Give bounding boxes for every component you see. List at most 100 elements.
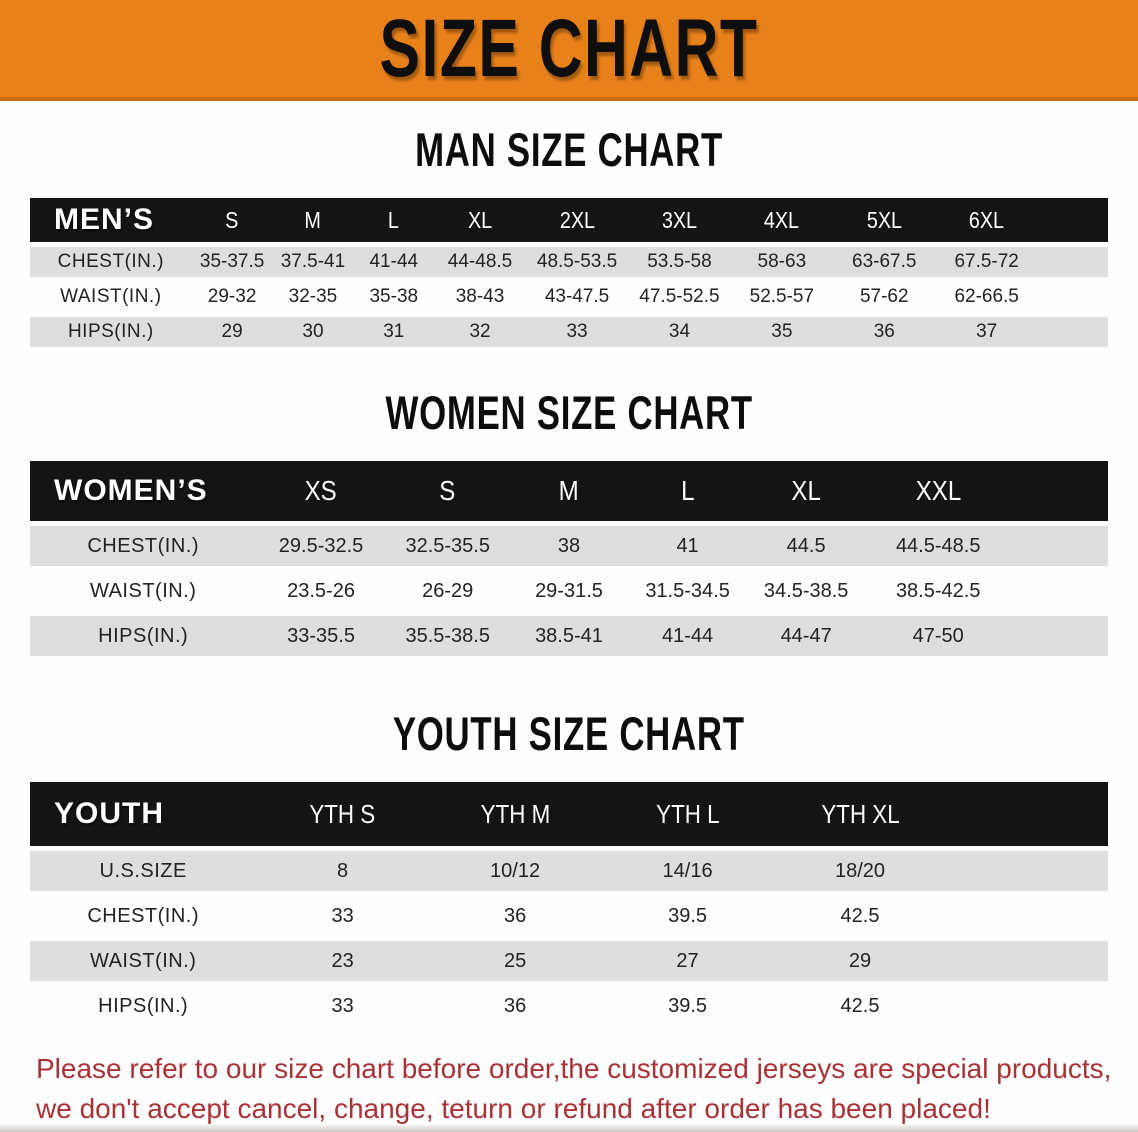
- size-cell: 38-43: [455, 286, 505, 307]
- size-cell: 44.5: [746, 526, 866, 566]
- column-header: M: [509, 461, 629, 521]
- row-label: CHEST(IN.): [30, 247, 192, 277]
- size-cell: 32.5-35.5: [385, 526, 510, 566]
- size-cell: 29-31.5: [535, 579, 603, 602]
- column-header-text: M: [304, 206, 322, 233]
- filler-cell: [1010, 526, 1108, 566]
- size-cell: 34.5-38.5: [763, 579, 849, 602]
- size-cell: 25: [428, 941, 602, 981]
- column-header-text: XS: [304, 475, 338, 506]
- table-row: HIPS(IN.) 29 30 31 32 33 34 35 36 37: [30, 317, 1108, 347]
- row-label: HIPS(IN.): [30, 317, 192, 347]
- column-header-text: XL: [791, 475, 821, 506]
- size-cell: 63-67.5: [833, 247, 936, 277]
- mens-table-corner: MEN’S: [30, 198, 192, 242]
- womens-table-label: WOMEN’S: [54, 474, 208, 507]
- filler-cell: [1011, 571, 1108, 611]
- column-header: 6XL: [935, 198, 1038, 242]
- table-row: WAIST(IN.) 23.5-26 26-29 29-31.5 31.5-34…: [30, 571, 1108, 611]
- row-label: WAIST(IN.): [30, 941, 257, 981]
- size-cell: 29-32: [207, 286, 257, 307]
- column-header-text: YTH XL: [820, 798, 900, 829]
- man-section-heading-text: MAN SIZE CHART: [415, 123, 723, 176]
- size-cell: 62-66.5: [954, 286, 1019, 307]
- column-header: S: [191, 198, 273, 242]
- size-cell: 57-62: [859, 286, 909, 307]
- column-header: XL: [746, 461, 866, 521]
- column-header: 5XL: [833, 198, 936, 242]
- women-size-section: WOMEN SIZE CHART WOMEN’S XS S M L XL XXL: [0, 388, 1138, 661]
- filler-cell: [1010, 461, 1108, 521]
- banner: SIZE CHART: [0, 0, 1138, 101]
- youth-header-row: YOUTH YTH S YTH M YTH L YTH XL: [30, 782, 1108, 846]
- size-cell: 29: [773, 941, 947, 981]
- size-cell: 36: [503, 994, 527, 1017]
- size-cell: 33: [331, 904, 354, 927]
- womens-header-row: WOMEN’S XS S M L XL XXL: [30, 461, 1108, 521]
- footer-notice: Please refer to our size chart before or…: [36, 1049, 1118, 1129]
- size-cell: 38.5-41: [509, 616, 629, 656]
- row-label: U.S.SIZE: [30, 851, 257, 891]
- table-row: WAIST(IN.) 23 25 27 29: [30, 941, 1108, 981]
- column-header-text: YTH S: [309, 798, 376, 829]
- column-header: 4XL: [730, 198, 834, 242]
- column-header: XS: [256, 461, 386, 521]
- column-header-text: S: [439, 475, 456, 506]
- filler-cell: [946, 941, 1108, 981]
- women-section-heading-text: WOMEN SIZE CHART: [385, 386, 753, 439]
- size-cell: 39.5: [668, 904, 708, 927]
- row-label: HIPS(IN.): [98, 994, 189, 1017]
- size-cell: 34: [628, 317, 731, 347]
- size-cell: 26-29: [422, 579, 474, 602]
- size-cell: 42.5: [840, 904, 880, 927]
- size-cell: 33: [331, 994, 354, 1017]
- man-size-section: MAN SIZE CHART MEN’S S M L XL 2XL 3XL 4X…: [0, 125, 1138, 352]
- size-cell: 35: [730, 317, 834, 347]
- row-label: CHEST(IN.): [30, 526, 257, 566]
- page-title: SIZE CHART: [379, 2, 759, 94]
- column-header: M: [272, 198, 354, 242]
- table-row: CHEST(IN.) 35-37.5 37.5-41 41-44 44-48.5…: [30, 247, 1108, 277]
- youth-section-heading: YOUTH SIZE CHART: [0, 709, 1138, 759]
- size-cell: 44-47: [746, 616, 866, 656]
- size-cell: 41-44: [628, 616, 747, 656]
- column-header-text: YTH L: [655, 798, 720, 829]
- column-header: YTH XL: [773, 782, 947, 846]
- size-cell: 42.5: [840, 994, 880, 1017]
- size-cell: 47-50: [865, 616, 1011, 656]
- notice-line-1: Please refer to our size chart before or…: [36, 1053, 1112, 1084]
- size-cell: 14/16: [601, 851, 774, 891]
- mens-size-table: MEN’S S M L XL 2XL 3XL 4XL 5XL 6XL CHEST…: [30, 193, 1108, 352]
- man-section-heading: MAN SIZE CHART: [0, 125, 1138, 175]
- size-cell: 35-38: [369, 286, 419, 307]
- filler-cell: [1010, 616, 1108, 656]
- size-cell: 36: [833, 317, 936, 347]
- size-cell: 43-47.5: [544, 286, 610, 307]
- column-header-text: L: [680, 475, 695, 506]
- filler-cell: [946, 896, 1108, 936]
- column-header: 3XL: [628, 198, 731, 242]
- size-cell: 67.5-72: [935, 247, 1038, 277]
- column-header-text: 2XL: [559, 206, 595, 233]
- filler-cell: [946, 851, 1108, 891]
- filler-cell: [946, 986, 1108, 1026]
- column-header-text: L: [388, 206, 400, 233]
- column-header-text: S: [225, 206, 239, 233]
- bottom-edge-strip: [0, 1125, 1138, 1132]
- column-header: XL: [434, 198, 526, 242]
- size-cell: 52.5-57: [749, 286, 815, 307]
- size-cell: 38: [509, 526, 629, 566]
- row-label: WAIST(IN.): [60, 286, 162, 307]
- size-cell: 53.5-58: [628, 247, 731, 277]
- size-cell: 23.5-26: [287, 579, 355, 602]
- size-cell: 58-63: [730, 247, 834, 277]
- column-header-text: YTH M: [480, 798, 550, 829]
- mens-header-row: MEN’S S M L XL 2XL 3XL 4XL 5XL 6XL: [30, 198, 1108, 242]
- size-cell: 32-35: [288, 286, 338, 307]
- size-cell: 23: [256, 941, 429, 981]
- size-cell: 29.5-32.5: [256, 526, 386, 566]
- column-header-text: XXL: [915, 475, 961, 506]
- column-header: L: [628, 461, 747, 521]
- column-header-text: 4XL: [764, 206, 800, 233]
